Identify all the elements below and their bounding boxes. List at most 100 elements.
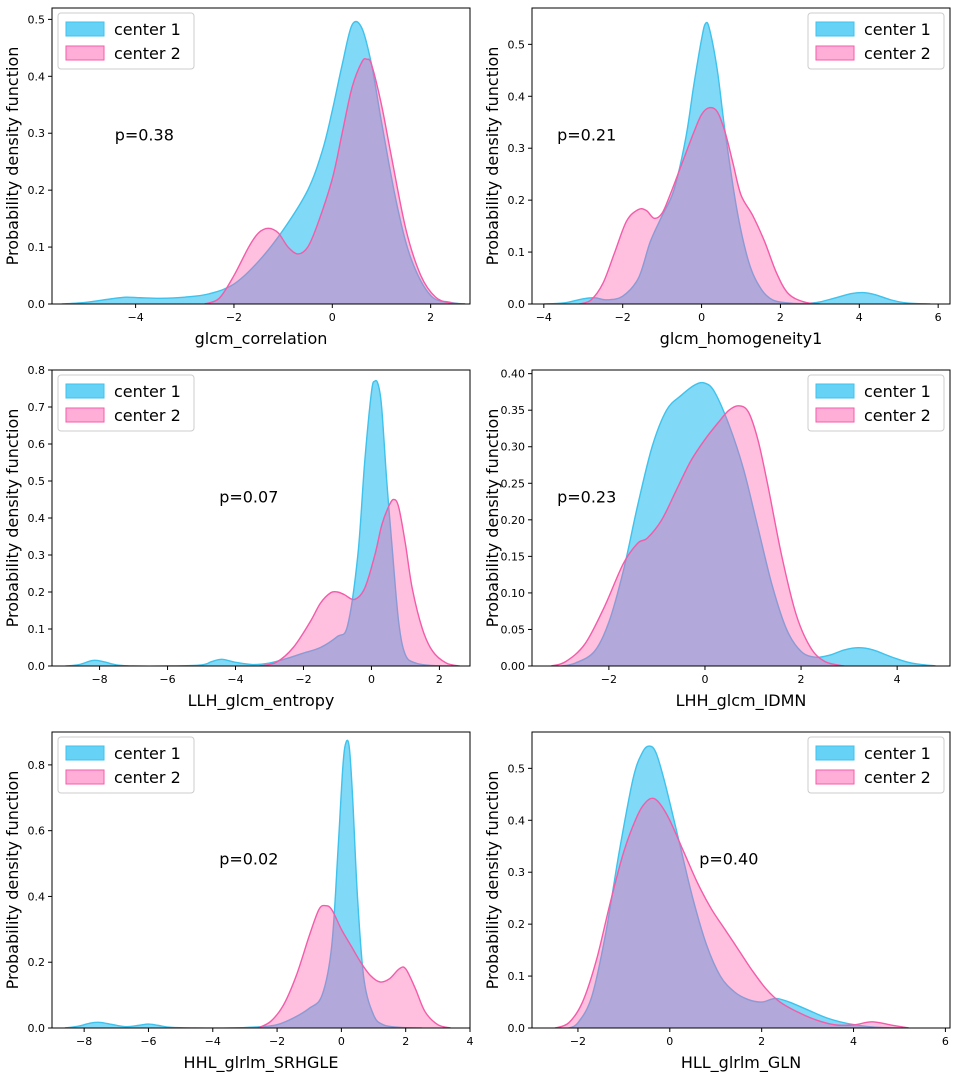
plot-area	[551, 381, 936, 666]
legend-swatch-center-1	[65, 745, 105, 761]
legend-swatch-center-1	[65, 383, 105, 399]
x-tick-label: −2	[226, 311, 242, 324]
density-line-center-1	[64, 739, 422, 1028]
legend-label-center-2: center 2	[864, 44, 931, 63]
y-tick-label: 0.3	[28, 127, 46, 140]
legend-label-center-2: center 2	[114, 406, 181, 425]
density-area-center-1	[64, 740, 422, 1028]
density-line-center-1	[560, 381, 936, 666]
y-tick-label: 0.4	[508, 90, 526, 103]
y-axis-label: Probability density function	[3, 409, 22, 628]
y-axis-label: Probability density function	[3, 771, 22, 990]
p-value-annotation: p=0.07	[219, 487, 278, 506]
axes-frame	[51, 7, 471, 305]
legend-label-center-1: center 1	[864, 20, 931, 39]
y-tick-label: 0.0	[28, 1022, 46, 1035]
x-tick-label: 2	[758, 1035, 765, 1048]
density-area-center-1	[543, 22, 931, 304]
y-tick-label: 0.8	[28, 364, 46, 377]
p-value-annotation: p=0.38	[115, 125, 174, 144]
density-area-center-1	[61, 21, 466, 304]
density-line-center-1	[65, 379, 450, 666]
plot-area	[64, 739, 451, 1028]
density-area-center-2	[259, 499, 460, 666]
x-tick-label: 4	[467, 1035, 474, 1048]
x-tick-label: 4	[856, 311, 863, 324]
y-tick-label: 0.40	[501, 368, 526, 381]
x-axis-label: LHH_glcm_IDMN	[676, 691, 807, 711]
x-tick-label: −2	[570, 1035, 586, 1048]
legend-swatch-center-2	[815, 45, 855, 61]
density-area-center-2	[257, 905, 451, 1028]
y-tick-label: 0.35	[501, 404, 526, 417]
y-tick-label: 0.05	[501, 623, 526, 636]
density-line-center-1	[61, 20, 466, 304]
x-tick-label: −8	[91, 673, 107, 686]
legend-label-center-1: center 1	[114, 382, 181, 401]
y-tick-label: 0.7	[28, 401, 46, 414]
x-tick-label: 0	[666, 1035, 673, 1048]
density-area-center-2	[204, 58, 466, 304]
y-axis-label: Probability density function	[3, 47, 22, 266]
density-line-center-1	[568, 745, 900, 1028]
y-tick-label: 0.15	[501, 550, 526, 563]
density-area-center-1	[568, 746, 900, 1028]
density-area-center-2	[551, 405, 845, 666]
y-tick-label: 0.5	[508, 38, 526, 51]
y-tick-label: 0.00	[501, 660, 526, 673]
y-tick-label: 0.2	[28, 184, 46, 197]
y-tick-label: 0.2	[508, 194, 526, 207]
legend: center 1 center 2	[807, 374, 945, 432]
x-tick-label: 4	[894, 673, 901, 686]
x-tick-label: 2	[777, 311, 784, 324]
chart-panel-glcm-correlation: −4 −2 0 2 0.0 0.1 0.2 0.3 0.4 0.5 glcm_correlation…	[3, 7, 471, 349]
chart-panel-glcm-homogeneity1: −4 −2 0 2 4 6 0.0 0.1 0.2 0.3 0.4 0.5 glcm_homogenei…	[483, 7, 951, 349]
x-tick-label: 2	[427, 311, 434, 324]
legend: center 1 center 2	[57, 374, 195, 432]
y-axis-label: Probability density function	[483, 771, 502, 990]
y-tick-label: 0.0	[28, 298, 46, 311]
y-tick-label: 0.3	[508, 866, 526, 879]
y-tick-label: 0.2	[28, 586, 46, 599]
x-tick-label: −8	[76, 1035, 92, 1048]
p-value-annotation: p=0.21	[557, 125, 616, 144]
y-tick-label: 0.4	[508, 814, 526, 827]
chart-panel-lhh-glcm-idmn: −2 0 2 4 0.00 0.05 0.10 0.15 0.20 0.25 0.30 0.35 0.4…	[483, 368, 951, 711]
legend-label-center-2: center 2	[114, 768, 181, 787]
legend-swatch-center-2	[65, 407, 105, 423]
y-tick-label: 0.30	[501, 441, 526, 454]
y-tick-label: 0.25	[501, 477, 526, 490]
legend-swatch-center-2	[815, 407, 855, 423]
y-tick-label: 0.0	[28, 660, 46, 673]
y-tick-label: 0.5	[28, 13, 46, 26]
x-axis-label: glcm_homogeneity1	[660, 329, 823, 349]
y-tick-label: 0.1	[28, 623, 46, 636]
plot-area	[554, 745, 909, 1028]
legend-swatch-center-2	[815, 769, 855, 785]
legend: center 1 center 2	[57, 736, 195, 794]
x-tick-label: 2	[436, 673, 443, 686]
y-tick-label: 0.10	[501, 587, 526, 600]
legend-swatch-center-1	[815, 21, 855, 37]
x-tick-label: −6	[140, 1035, 156, 1048]
density-line-center-2	[554, 797, 909, 1028]
x-tick-label: −2	[295, 673, 311, 686]
x-tick-label: −4	[536, 311, 552, 324]
x-tick-label: −2	[269, 1035, 285, 1048]
legend-label-center-1: center 1	[114, 744, 181, 763]
legend-label-center-2: center 2	[864, 406, 931, 425]
legend-label-center-1: center 1	[864, 744, 931, 763]
legend: center 1 center 2	[57, 12, 195, 70]
x-tick-label: 0	[698, 311, 705, 324]
x-axis-label: glcm_correlation	[195, 329, 328, 349]
plot-area	[65, 379, 460, 666]
x-axis-label: HLL_glrlm_GLN	[681, 1053, 801, 1073]
legend-label-center-1: center 1	[864, 382, 931, 401]
y-tick-label: 0.20	[501, 514, 526, 527]
x-tick-label: −2	[601, 673, 617, 686]
x-tick-label: 0	[701, 673, 708, 686]
x-tick-label: 6	[942, 1035, 949, 1048]
x-tick-label: 6	[935, 311, 942, 324]
y-tick-label: 0.1	[28, 241, 46, 254]
density-line-center-1	[543, 21, 931, 304]
